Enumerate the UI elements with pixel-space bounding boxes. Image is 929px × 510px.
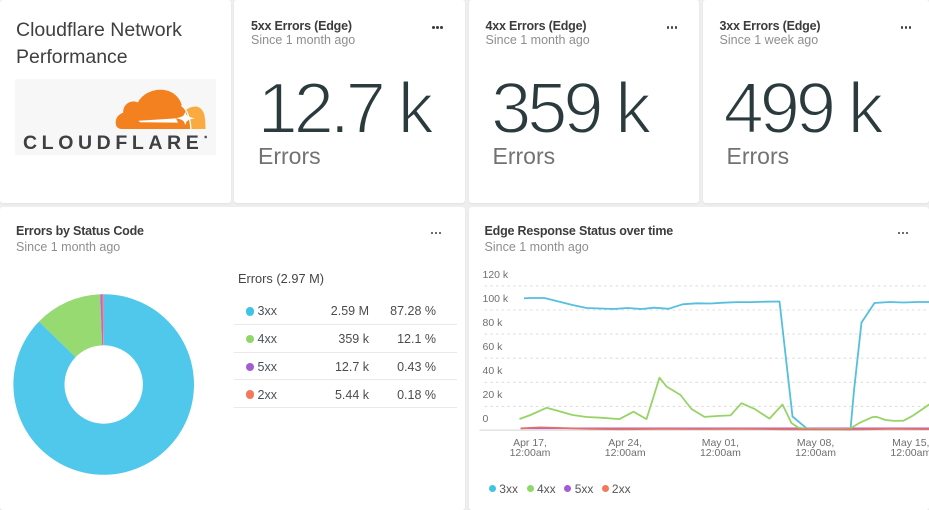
svg-text:CLOUDFLARE: CLOUDFLARE	[23, 132, 203, 154]
